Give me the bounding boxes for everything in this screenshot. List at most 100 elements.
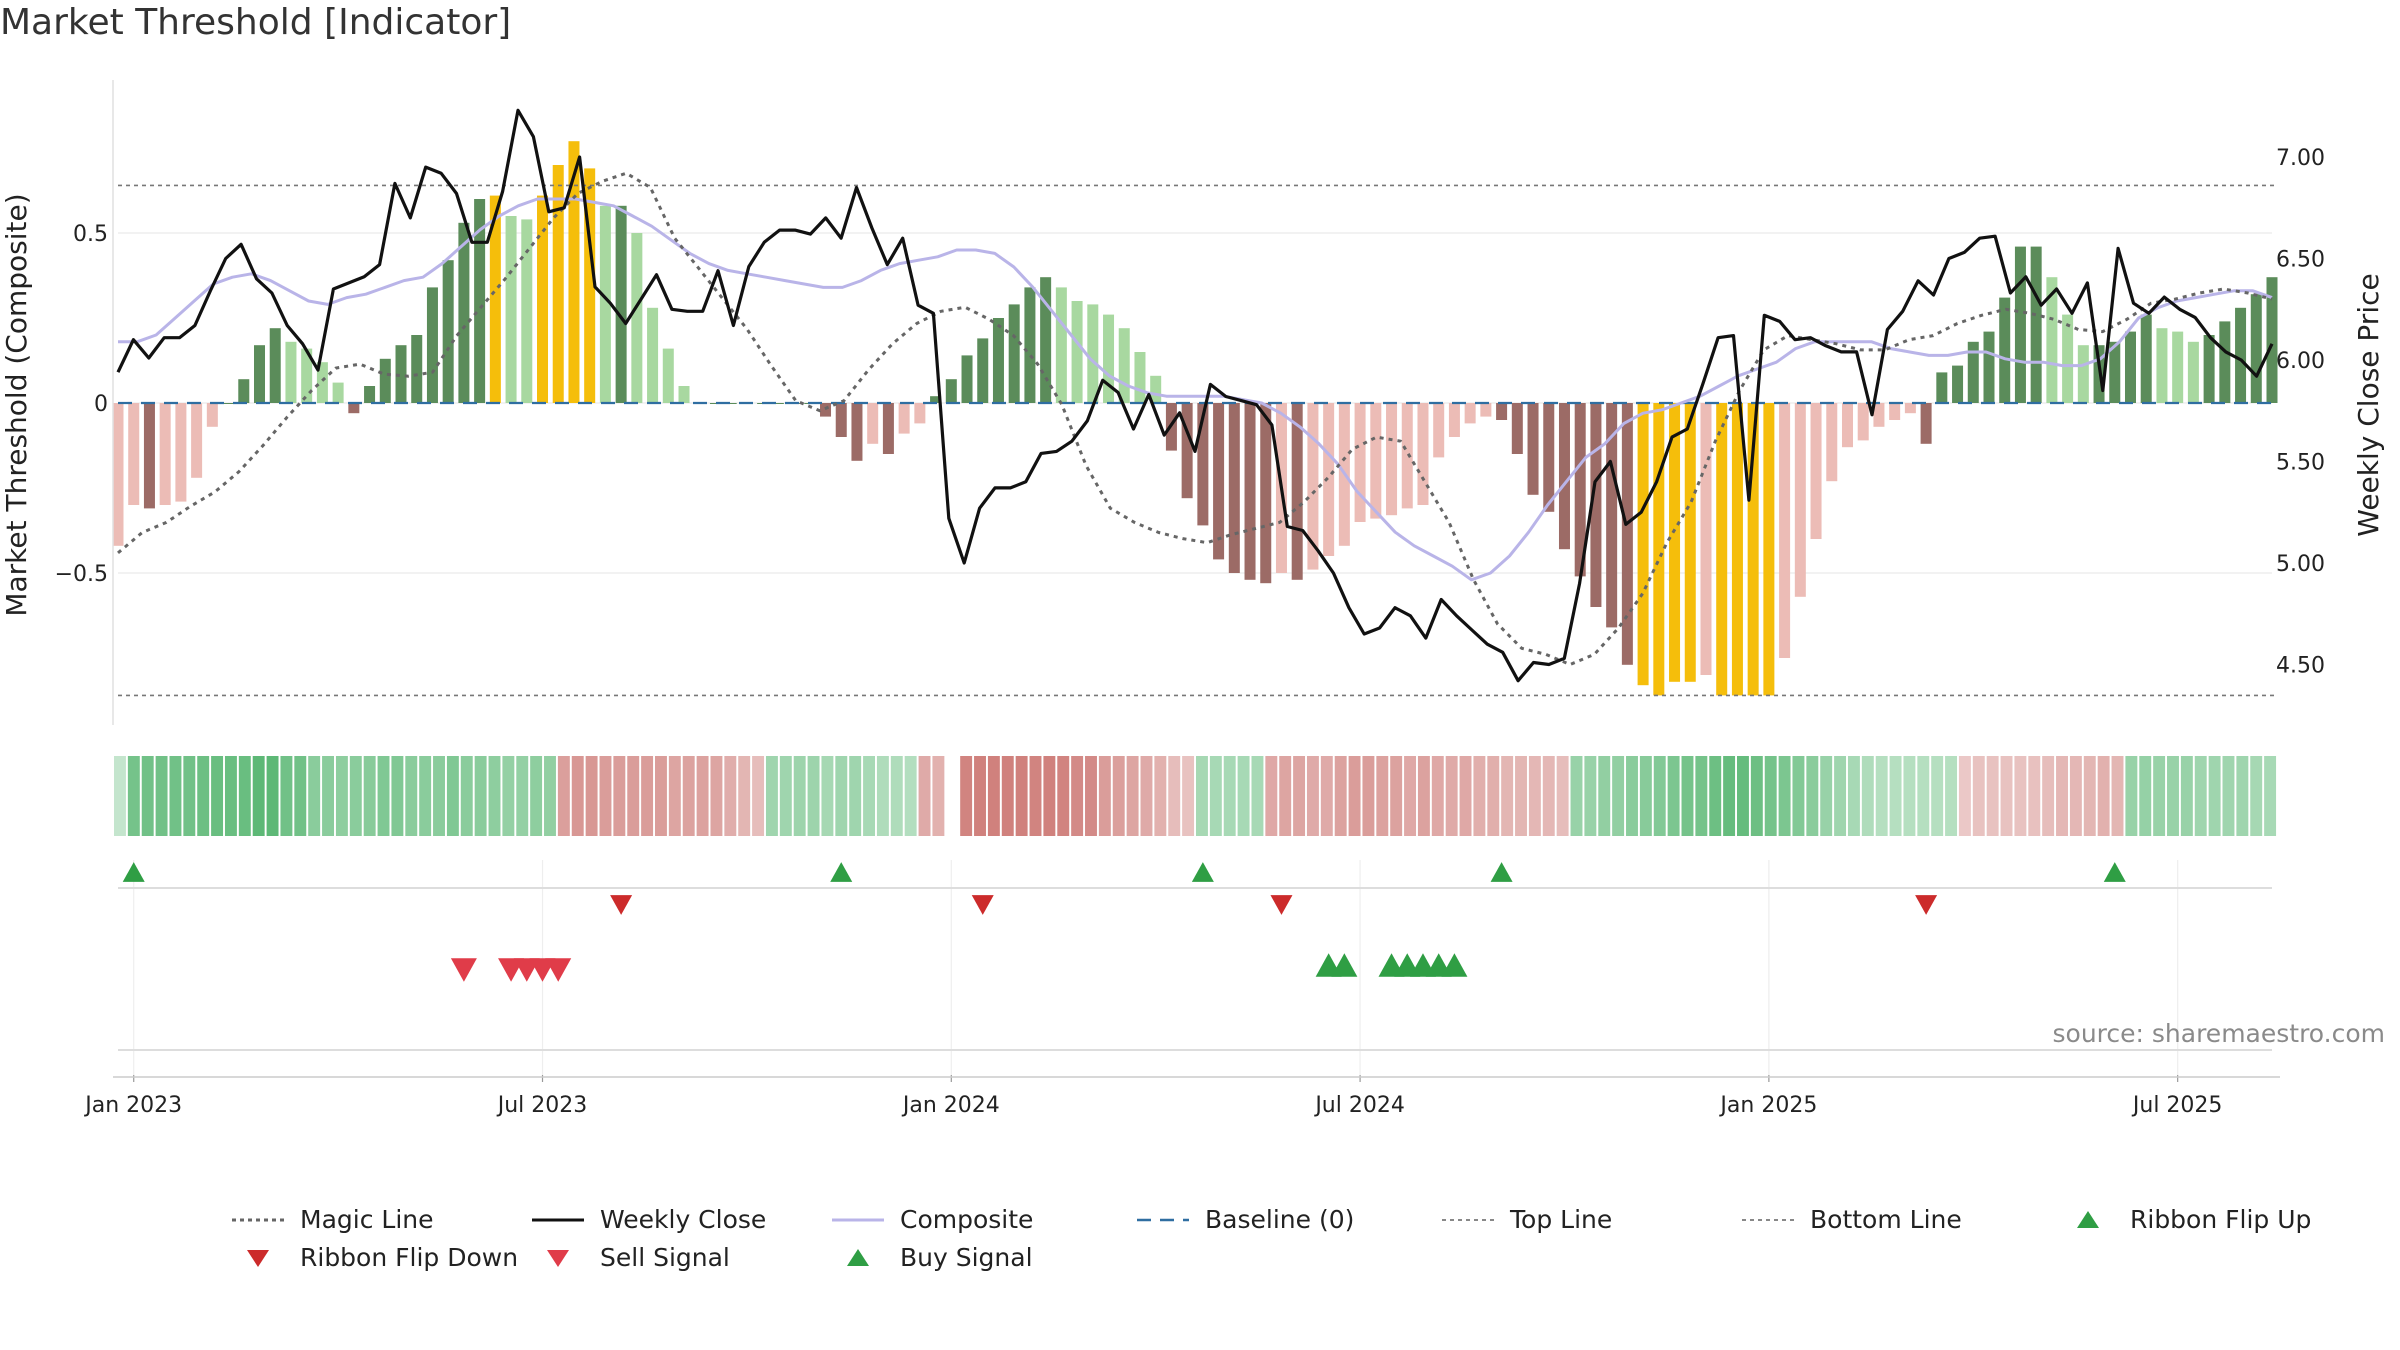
composite-bar bbox=[647, 307, 659, 403]
ribbon-cell bbox=[294, 756, 307, 836]
composite-bar bbox=[1779, 403, 1791, 658]
ribbon-cell bbox=[2222, 756, 2235, 836]
ribbon-cell bbox=[1293, 756, 1306, 836]
legend-item-close: Weekly Close bbox=[530, 1205, 766, 1234]
ribbon-cell bbox=[1459, 756, 1472, 836]
composite-bar bbox=[285, 341, 297, 403]
composite-bar bbox=[1244, 403, 1256, 580]
ribbon-cell bbox=[1376, 756, 1389, 836]
legend: Magic Line Weekly Close Composite Baseline … bbox=[230, 1205, 2360, 1281]
ribbon-cell bbox=[1057, 756, 1070, 836]
composite-bar bbox=[537, 195, 549, 403]
close-legend-icon bbox=[532, 1218, 584, 1221]
ribbon-cell bbox=[1237, 756, 1250, 836]
ribbon-cell bbox=[1431, 756, 1444, 836]
x-tick-label: Jul 2024 bbox=[1313, 1093, 1405, 1118]
ribbon-cell bbox=[2069, 756, 2082, 836]
composite-bar bbox=[2235, 307, 2247, 403]
composite-bar bbox=[584, 168, 596, 403]
composite-bar bbox=[2014, 246, 2026, 403]
buy-signal-marker bbox=[1331, 953, 1358, 977]
ribbon-cell bbox=[1196, 756, 1208, 836]
ribbon-cell bbox=[252, 756, 265, 836]
composite-bar bbox=[426, 287, 438, 403]
sell-legend-icon bbox=[547, 1249, 569, 1267]
ribbon-cell bbox=[2236, 756, 2249, 836]
ribbon-cell bbox=[2139, 756, 2152, 836]
legend-label: Weekly Close bbox=[600, 1205, 767, 1234]
ribbon-cell bbox=[2111, 756, 2124, 836]
ribbon-cell bbox=[1626, 756, 1638, 836]
composite-bar bbox=[1087, 304, 1099, 403]
composite-bar bbox=[2046, 277, 2058, 403]
ribbon-cell bbox=[419, 756, 432, 836]
composite-bar bbox=[1700, 403, 1712, 675]
composite-bar bbox=[1386, 403, 1398, 516]
ribbon-cell bbox=[516, 756, 529, 836]
legend-label: Bottom Line bbox=[1810, 1205, 1962, 1234]
composite-bar bbox=[1055, 287, 1067, 403]
y-left-tick-label: 0.5 bbox=[73, 222, 108, 247]
y-left-tick-label: −0.5 bbox=[55, 562, 108, 587]
composite-bar bbox=[1621, 403, 1633, 665]
legend-label: Buy Signal bbox=[900, 1243, 1033, 1272]
ribbon-cell bbox=[2194, 756, 2207, 836]
ribbon-cell bbox=[696, 756, 709, 836]
x-tick-label: Jul 2023 bbox=[496, 1093, 588, 1118]
ribbon-cell bbox=[1182, 756, 1195, 836]
composite-bar bbox=[1983, 331, 1995, 403]
ribbon-cell bbox=[974, 756, 986, 836]
composite-bar bbox=[1181, 403, 1193, 499]
ribbon-cell bbox=[599, 756, 612, 836]
x-tick-label: Jan 2023 bbox=[83, 1093, 182, 1118]
ribbon-cell bbox=[322, 756, 335, 836]
composite-bar bbox=[128, 403, 140, 505]
composite-bar bbox=[709, 403, 721, 404]
composite-bar bbox=[1873, 403, 1885, 427]
ribbon-cell bbox=[224, 756, 237, 836]
ribbon-cell bbox=[2028, 756, 2041, 836]
ribbon-cell bbox=[1903, 756, 1916, 836]
magic-line bbox=[117, 171, 2273, 666]
composite-bar bbox=[1606, 403, 1618, 628]
composite-bar bbox=[2187, 341, 2199, 403]
composite-bar bbox=[2219, 321, 2231, 403]
ribbon-cell bbox=[2125, 756, 2138, 836]
ribbon-cell bbox=[391, 756, 404, 836]
y-axis-right-label: Weekly Close Price bbox=[2352, 273, 2385, 536]
composite-bar bbox=[2109, 341, 2121, 403]
composite-bar bbox=[489, 195, 501, 403]
composite-bar bbox=[254, 345, 266, 403]
ribbon-cell bbox=[2014, 756, 2027, 836]
ribbon-cell bbox=[1889, 756, 1902, 836]
composite-bar bbox=[1731, 403, 1743, 696]
ribbon-cell bbox=[2056, 756, 2068, 836]
ribbon-flip-up-marker bbox=[2103, 862, 2126, 882]
y-left-tick-label: 0 bbox=[94, 392, 108, 417]
composite-bar bbox=[1024, 287, 1036, 403]
composite-bar bbox=[898, 403, 910, 434]
ribbon-flip-up-marker bbox=[122, 862, 145, 882]
ribbon-cell bbox=[1570, 756, 1583, 836]
magic-legend-icon bbox=[232, 1218, 284, 1221]
composite-bar bbox=[316, 362, 328, 403]
composite-bar bbox=[2124, 331, 2136, 403]
ribbon-cell bbox=[460, 756, 473, 836]
ribbon-flip-up-marker bbox=[1191, 862, 1214, 882]
ribbon-cell bbox=[197, 756, 210, 836]
composite-bar bbox=[1134, 352, 1146, 403]
composite-bar bbox=[2156, 328, 2168, 403]
composite-bar bbox=[1558, 403, 1570, 550]
composite-bar bbox=[1763, 403, 1775, 696]
composite-bar bbox=[143, 403, 155, 509]
ribbon-cell bbox=[211, 756, 224, 836]
ribbon-cell bbox=[849, 756, 862, 836]
composite-bar bbox=[1103, 314, 1115, 403]
composite-bar bbox=[222, 403, 234, 404]
ribbon-cell bbox=[1917, 756, 1930, 836]
ribbon-cell bbox=[904, 756, 917, 836]
ribbon-cell bbox=[1792, 756, 1805, 836]
ribbon-cell bbox=[2097, 756, 2110, 836]
ribbon-flip-up-marker bbox=[830, 862, 853, 882]
composite-bar bbox=[301, 348, 313, 403]
